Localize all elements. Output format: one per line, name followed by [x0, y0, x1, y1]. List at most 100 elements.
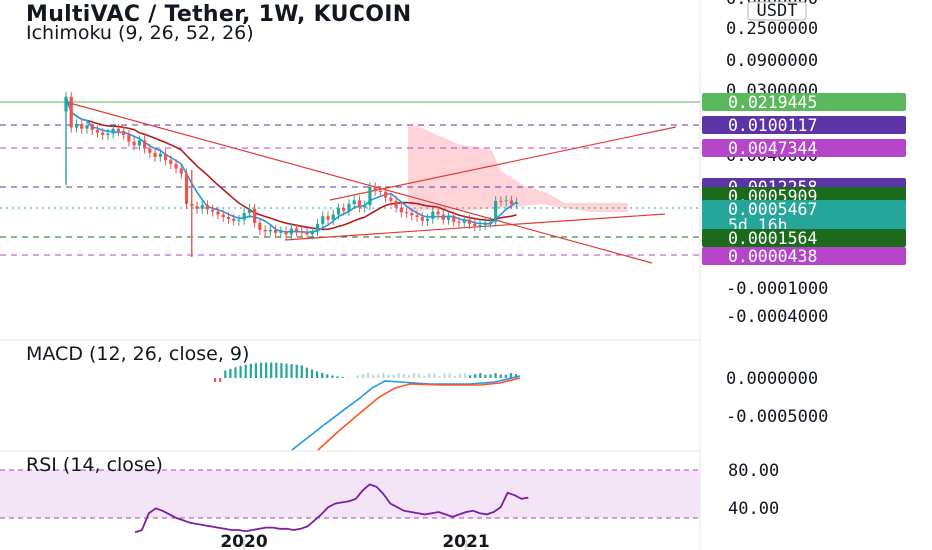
- symbol-title[interactable]: MultiVAC / Tether, 1W, KUCOIN: [26, 2, 412, 27]
- candle-body: [331, 214, 335, 220]
- candle-body: [69, 96, 73, 128]
- candle-body: [153, 152, 157, 157]
- macd-bar: [387, 374, 390, 378]
- price-tag: [702, 93, 906, 111]
- candle-body: [127, 134, 131, 142]
- candle-body: [394, 200, 398, 208]
- macd-bar: [463, 373, 467, 378]
- price-tag-label: 0.0001564: [728, 229, 817, 248]
- candle-body: [200, 205, 204, 209]
- macd-bar: [234, 367, 237, 378]
- candle-body: [389, 197, 393, 201]
- macd-bar: [504, 374, 507, 378]
- candle-body: [90, 125, 94, 130]
- candle-body: [483, 222, 487, 225]
- price-tag-label: 0.0100117: [728, 116, 817, 135]
- price-tag-label: 0.0047344: [728, 139, 817, 158]
- candle-body: [80, 123, 84, 129]
- macd-bar: [382, 373, 385, 378]
- price-tag: [702, 200, 906, 234]
- rsi-label[interactable]: RSI (14, close): [26, 454, 163, 476]
- macd-bar: [265, 362, 268, 378]
- rsi-tick-label: 40.00: [728, 499, 779, 519]
- candle-body: [310, 231, 314, 235]
- candle-body: [274, 229, 278, 233]
- rsi-band: [0, 470, 700, 518]
- macd-bar: [229, 368, 232, 378]
- candle-body: [368, 187, 372, 206]
- candle-body: [436, 211, 440, 215]
- candle-body: [321, 216, 325, 224]
- macd-bar: [254, 363, 257, 378]
- candle-body: [352, 200, 356, 204]
- macd-bar: [249, 363, 252, 378]
- price-tag: [702, 139, 906, 157]
- macd-bar: [310, 369, 314, 378]
- indicator-label[interactable]: Ichimoku (9, 26, 52, 26): [26, 22, 254, 44]
- macd-bar: [423, 375, 426, 378]
- candle-body: [488, 221, 493, 223]
- candle-body: [504, 200, 508, 202]
- macd-bar: [479, 373, 482, 378]
- ichimoku-cloud: [408, 126, 628, 212]
- macd-bar: [331, 375, 334, 378]
- macd-bar: [270, 362, 273, 378]
- macd-bar: [489, 374, 492, 378]
- macd-bar: [285, 363, 288, 378]
- macd-bar: [326, 374, 329, 378]
- currency-badge: [747, 1, 807, 21]
- candle-body: [106, 133, 110, 135]
- candle-body: [221, 214, 225, 218]
- candle-body: [184, 173, 189, 204]
- macd-bar: [433, 373, 436, 378]
- candle-body: [420, 217, 424, 221]
- macd-bar: [356, 375, 359, 378]
- macd-label[interactable]: MACD (12, 26, close, 9): [26, 343, 250, 365]
- macd-bar: [509, 373, 512, 378]
- candle-body: [478, 224, 482, 227]
- macd-bar: [377, 374, 380, 378]
- macd-bar: [484, 374, 487, 378]
- time-axis-label: 2021: [442, 532, 489, 550]
- macd-line: [291, 375, 521, 451]
- candle-body: [284, 231, 288, 235]
- macd-signal-line: [317, 377, 521, 451]
- candle-body: [247, 208, 251, 213]
- macd-bar: [341, 377, 344, 378]
- candle-body: [289, 228, 293, 235]
- macd-bar: [412, 373, 416, 378]
- candle-body: [373, 187, 377, 191]
- candle-body: [499, 200, 503, 202]
- macd-bar: [224, 370, 227, 378]
- candle-body: [122, 131, 126, 135]
- macd-bar: [448, 373, 451, 378]
- macd-bar: [214, 378, 217, 382]
- candle-body: [300, 231, 304, 233]
- price-tick-label: -0.0004000: [726, 307, 828, 327]
- candle-body: [473, 223, 477, 227]
- candle-body: [342, 208, 346, 211]
- macd-bar: [443, 373, 446, 378]
- trendline-rising: [329, 126, 677, 201]
- candle-body: [143, 140, 147, 149]
- rsi-line: [134, 483, 529, 534]
- macd-bar: [402, 374, 405, 378]
- candle-body: [515, 202, 519, 204]
- price-tick-label: -0.0001000: [726, 279, 828, 299]
- macd-bar: [295, 364, 298, 378]
- macd-bar: [316, 371, 319, 378]
- price-tag: [702, 229, 906, 247]
- candle-body: [179, 168, 183, 174]
- candle-body: [111, 128, 115, 134]
- price-tag-label: 0.0219445: [728, 93, 817, 112]
- macd-bar: [290, 364, 293, 378]
- macd-bar: [458, 373, 461, 378]
- candle-body: [305, 232, 309, 235]
- macd-bar: [361, 374, 365, 378]
- candle-body: [405, 212, 409, 214]
- macd-bar: [418, 373, 421, 378]
- candle-body: [132, 141, 136, 146]
- candle-body: [378, 190, 382, 192]
- candle-body: [452, 216, 456, 222]
